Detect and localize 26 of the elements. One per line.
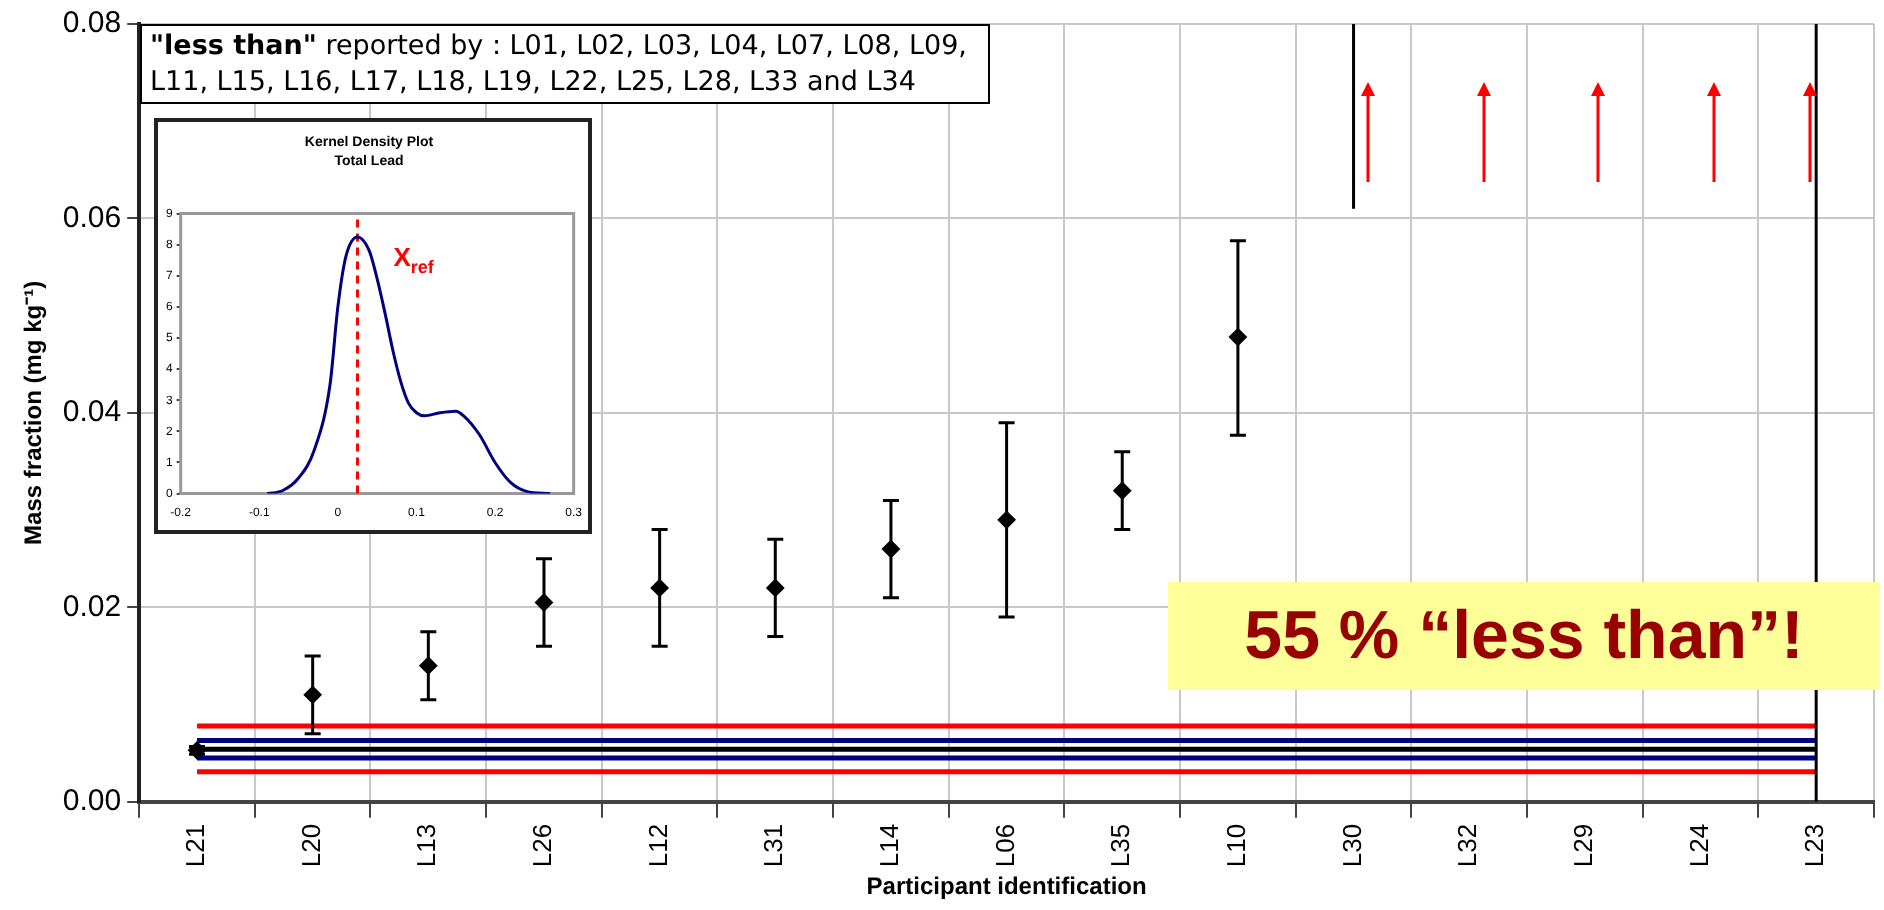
x-tick-label: L06 xyxy=(989,823,1020,868)
x-tick-label: L32 xyxy=(1452,823,1483,868)
y-tick-label: 0.02 xyxy=(62,589,122,624)
line-series xyxy=(265,235,552,494)
annotation: 55 % “less than”! xyxy=(1168,582,1880,690)
y-tick-label: 0.08 xyxy=(62,6,122,41)
x-tick-label: L23 xyxy=(1799,823,1830,868)
x-tick-label: L21 xyxy=(180,823,211,868)
ref-line-label: X$_{ref}$ xyxy=(393,241,434,277)
y-tick-label: 0.04 xyxy=(62,395,122,430)
y-tick-label: 0.06 xyxy=(62,200,122,235)
x-tick-label: L24 xyxy=(1683,823,1714,868)
x-tick-label: L29 xyxy=(1568,823,1599,868)
x-tick-label: L13 xyxy=(411,823,442,868)
x-tick-label: L35 xyxy=(1105,823,1136,868)
x-tick-label: L26 xyxy=(527,823,558,868)
annotation: "less than" reported by : L01, L02, L03, L04, L07, L08, L09, L11, L15, L16, L17, L18, L19, L22, L25, L28, L33 and L34 xyxy=(140,24,990,104)
y-axis-title: Mass fraction (mg kg⁻¹) xyxy=(19,280,48,545)
x-tick-label: L31 xyxy=(758,823,789,868)
x-tick-label: L20 xyxy=(295,823,326,868)
x-tick-label: L30 xyxy=(1336,823,1367,868)
x-tick-label: L14 xyxy=(874,823,905,868)
y-tick-label: 0.00 xyxy=(62,784,122,819)
x-tick-label: L12 xyxy=(642,823,673,868)
x-axis-title: Participant identification xyxy=(866,872,1147,901)
x-tick-label: L10 xyxy=(1221,823,1252,868)
